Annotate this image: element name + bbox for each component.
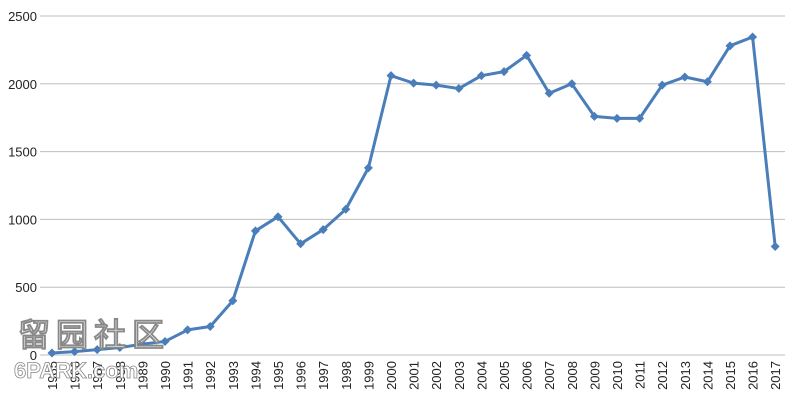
x-tick-label: 1986 (68, 361, 83, 390)
x-tick-label: 1993 (226, 361, 241, 390)
marker (47, 348, 57, 358)
marker (454, 84, 464, 94)
x-tick-label: 1998 (339, 361, 354, 390)
x-tick-label: 1995 (271, 361, 286, 390)
y-tick-label: 2500 (8, 9, 37, 24)
marker (748, 32, 758, 42)
x-tick-label: 1992 (203, 361, 218, 390)
x-tick-label: 1997 (316, 361, 331, 390)
marker (635, 113, 645, 123)
y-tick-label: 2000 (8, 77, 37, 92)
x-tick-label: 2006 (520, 361, 535, 390)
marker (680, 72, 690, 82)
marker (544, 88, 554, 98)
watermark: 留园社区 (18, 317, 170, 353)
marker (115, 343, 125, 353)
marker (386, 71, 396, 81)
x-tick-label: 2011 (633, 361, 648, 389)
marker (657, 80, 667, 90)
x-tick-label: 2017 (768, 361, 783, 390)
marker (137, 339, 147, 349)
marker (770, 242, 780, 252)
marker (499, 67, 509, 77)
watermark: 6PARK.com (14, 358, 138, 383)
marker (612, 113, 622, 123)
marker (92, 345, 102, 355)
marker (205, 322, 215, 332)
x-tick-label: 2003 (452, 361, 467, 390)
x-tick-label: 1996 (294, 361, 309, 390)
marker (160, 336, 170, 346)
marker (70, 347, 80, 357)
marker (589, 111, 599, 121)
x-tick-label: 1990 (158, 361, 173, 390)
x-tick-label: 2008 (565, 361, 580, 390)
x-tick-label: 1999 (361, 361, 376, 390)
y-tick-label: 500 (15, 280, 37, 295)
x-tick-label: 2009 (587, 361, 602, 390)
x-tick-label: 2015 (723, 361, 738, 390)
marker (702, 77, 712, 87)
marker (522, 50, 532, 60)
marker (431, 80, 441, 90)
marker (250, 226, 260, 236)
marker (567, 79, 577, 89)
x-tick-label: 2007 (542, 361, 557, 390)
x-tick-label: 2010 (610, 361, 625, 390)
marker (363, 163, 373, 173)
marker (725, 41, 735, 51)
marker (273, 212, 283, 222)
y-tick-label: 0 (30, 348, 37, 363)
x-tick-label: 2012 (655, 361, 670, 390)
x-tick-label: 1994 (248, 361, 263, 390)
x-tick-label: 2001 (407, 361, 422, 390)
marker (183, 325, 193, 335)
x-tick-label: 2004 (474, 361, 489, 390)
marker (476, 71, 486, 81)
x-tick-label: 2016 (746, 361, 761, 390)
x-tick-label: 1989 (135, 361, 150, 390)
x-tick-label: 2005 (497, 361, 512, 390)
marker (341, 204, 351, 214)
marker (409, 78, 419, 88)
marker (318, 225, 328, 235)
marker (296, 239, 306, 249)
x-tick-label: 2013 (678, 361, 693, 390)
x-tick-label: 2002 (429, 361, 444, 390)
x-tick-label: 2014 (700, 361, 715, 390)
x-tick-label: 1988 (113, 361, 128, 390)
y-tick-label: 1000 (8, 212, 37, 227)
x-tick-label: 1985 (45, 361, 60, 390)
y-tick-label: 1500 (8, 145, 37, 160)
x-tick-label: 1991 (181, 361, 196, 390)
x-tick-label: 1987 (90, 361, 105, 390)
x-tick-label: 2000 (384, 361, 399, 390)
marker (228, 296, 238, 306)
